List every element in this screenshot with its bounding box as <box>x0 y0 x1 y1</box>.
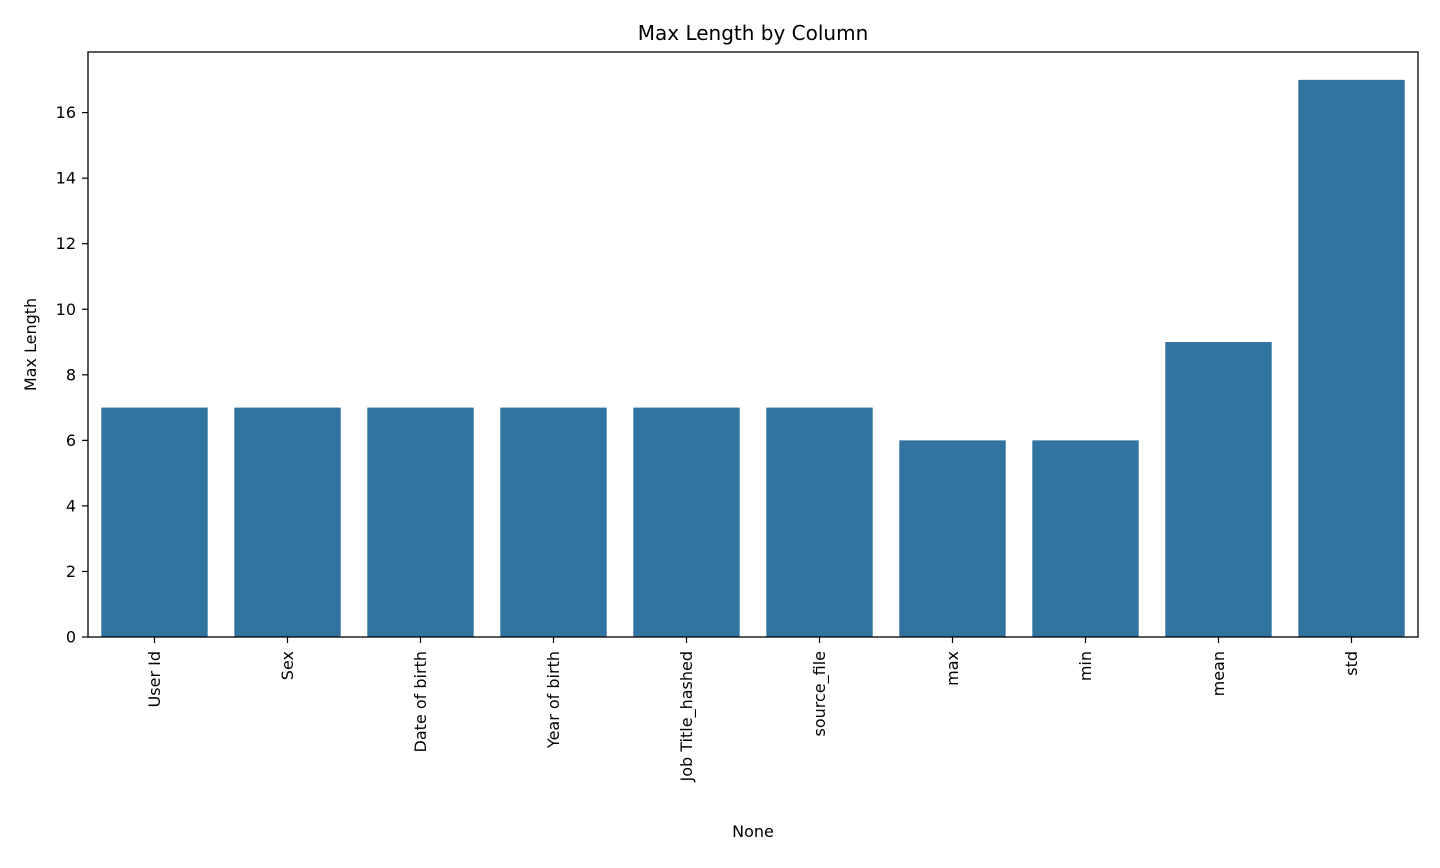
y-tick-label: 16 <box>56 103 76 122</box>
bar <box>1298 79 1405 638</box>
bar <box>766 407 873 637</box>
x-tick-label: Job Title_hashed <box>677 651 697 782</box>
bar <box>1032 440 1139 637</box>
bar <box>1165 342 1272 637</box>
x-tick-label: mean <box>1209 651 1228 696</box>
bar <box>101 407 208 637</box>
bar <box>899 440 1006 637</box>
y-tick-label: 10 <box>56 300 76 319</box>
y-tick-label: 14 <box>56 169 76 188</box>
plot-frame <box>87 51 1419 638</box>
chart-title: Max Length by Column <box>638 21 869 45</box>
bar <box>234 407 341 637</box>
x-tick-label: min <box>1076 651 1095 681</box>
x-axis-ticks: User Id Sex Date of birth Year of birth Job … <box>145 637 1361 782</box>
y-tick-label: 2 <box>66 562 76 581</box>
y-tick-label: 8 <box>66 365 76 384</box>
y-tick-label: 4 <box>66 496 76 515</box>
bar <box>367 407 474 637</box>
y-axis-label: Max Length <box>21 298 40 391</box>
x-tick-label: Date of birth <box>411 651 430 752</box>
x-tick-label: Sex <box>278 651 297 680</box>
bar <box>500 407 607 637</box>
y-tick-label: 12 <box>56 234 76 253</box>
y-tick-label: 0 <box>66 628 76 647</box>
x-tick-label: source_file <box>810 651 830 737</box>
y-axis-ticks: 0 2 4 6 8 10 12 14 16 <box>56 103 88 647</box>
bars-group <box>101 79 1405 638</box>
x-tick-label: Year of birth <box>544 651 563 749</box>
y-tick-label: 6 <box>66 431 76 450</box>
x-tick-label: max <box>943 651 962 686</box>
x-axis-label: None <box>732 822 774 841</box>
x-tick-label: User Id <box>145 651 164 707</box>
bar <box>633 407 740 637</box>
x-tick-label: std <box>1342 651 1361 676</box>
